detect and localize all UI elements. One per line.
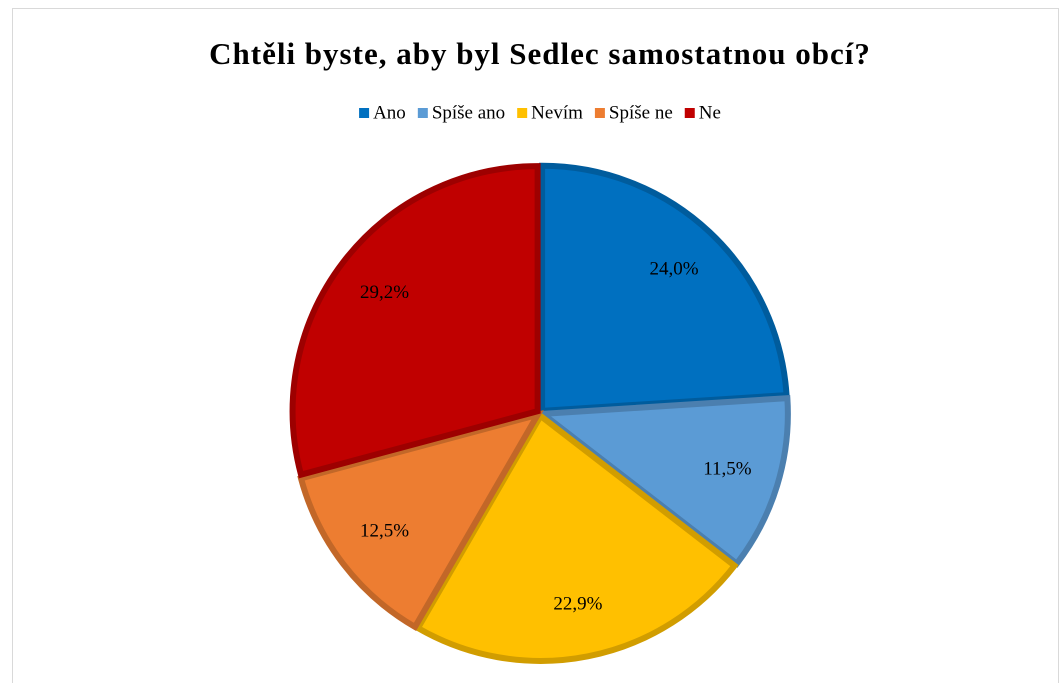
legend: Ano Spíše ano Nevím Spíše ne Ne (359, 102, 721, 123)
legend-label: Spíše ano (432, 102, 505, 123)
data-label: 22,9% (553, 594, 602, 615)
legend-swatch (359, 108, 370, 118)
legend-label: Nevím (531, 102, 583, 123)
pie-slice (413, 411, 739, 664)
data-label: 12,5% (360, 521, 409, 542)
pie-slice (539, 162, 790, 415)
legend-swatch (684, 108, 695, 118)
legend-label: Ne (699, 102, 721, 123)
pie-slice (289, 163, 541, 479)
legend-swatch (594, 108, 605, 118)
legend-swatch (417, 108, 428, 118)
pie-slice (534, 394, 791, 568)
chart-title: Chtěli byste, aby byl Sedlec samostatnou… (209, 36, 871, 71)
data-label: 24,0% (650, 258, 699, 279)
legend-label: Ano (373, 102, 406, 123)
legend-label: Spíše ne (609, 102, 673, 123)
pie-slice (297, 410, 544, 632)
legend-swatch (517, 108, 528, 118)
data-label: 11,5% (703, 459, 752, 480)
data-label: 29,2% (360, 282, 409, 303)
